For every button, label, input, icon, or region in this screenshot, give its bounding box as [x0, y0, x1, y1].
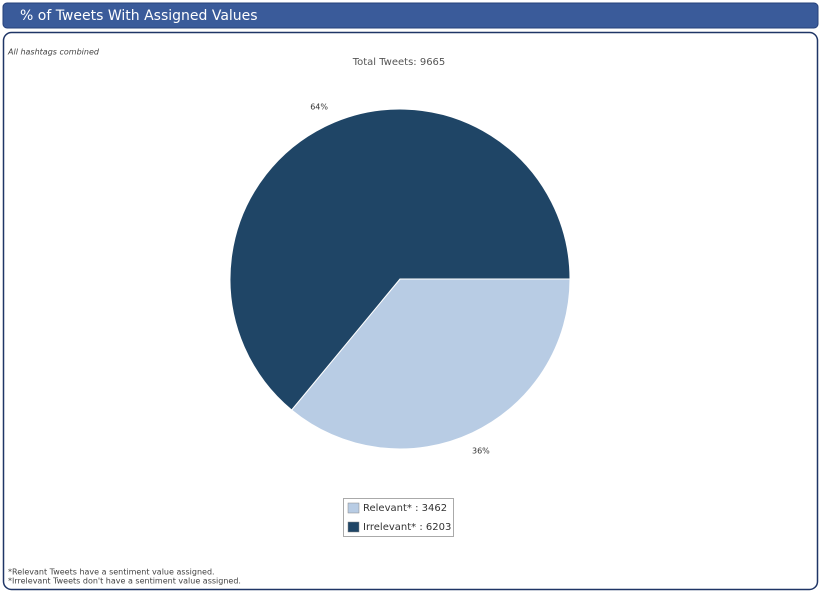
pie-slice — [229, 108, 571, 411]
subtitle: All hashtags combined — [7, 48, 100, 57]
legend-swatch — [347, 521, 360, 533]
panel-title: % of Tweets With Assigned Values — [20, 8, 258, 24]
slice-label: 36% — [472, 446, 490, 455]
legend-label: Relevant* : 3462 — [363, 503, 447, 514]
pie-slice — [290, 278, 571, 450]
legend-swatch — [347, 502, 360, 514]
slice-label: 64% — [310, 103, 328, 112]
legend-label: Irrelevant* : 6203 — [363, 522, 451, 533]
footnote: *Relevant Tweets have a sentiment value … — [8, 568, 215, 577]
header-bar — [2, 2, 819, 29]
chart-title: Total Tweets: 9665 — [352, 57, 446, 68]
legend-box — [343, 498, 454, 537]
footnote: *Irrelevant Tweets don't have a sentimen… — [8, 577, 241, 586]
